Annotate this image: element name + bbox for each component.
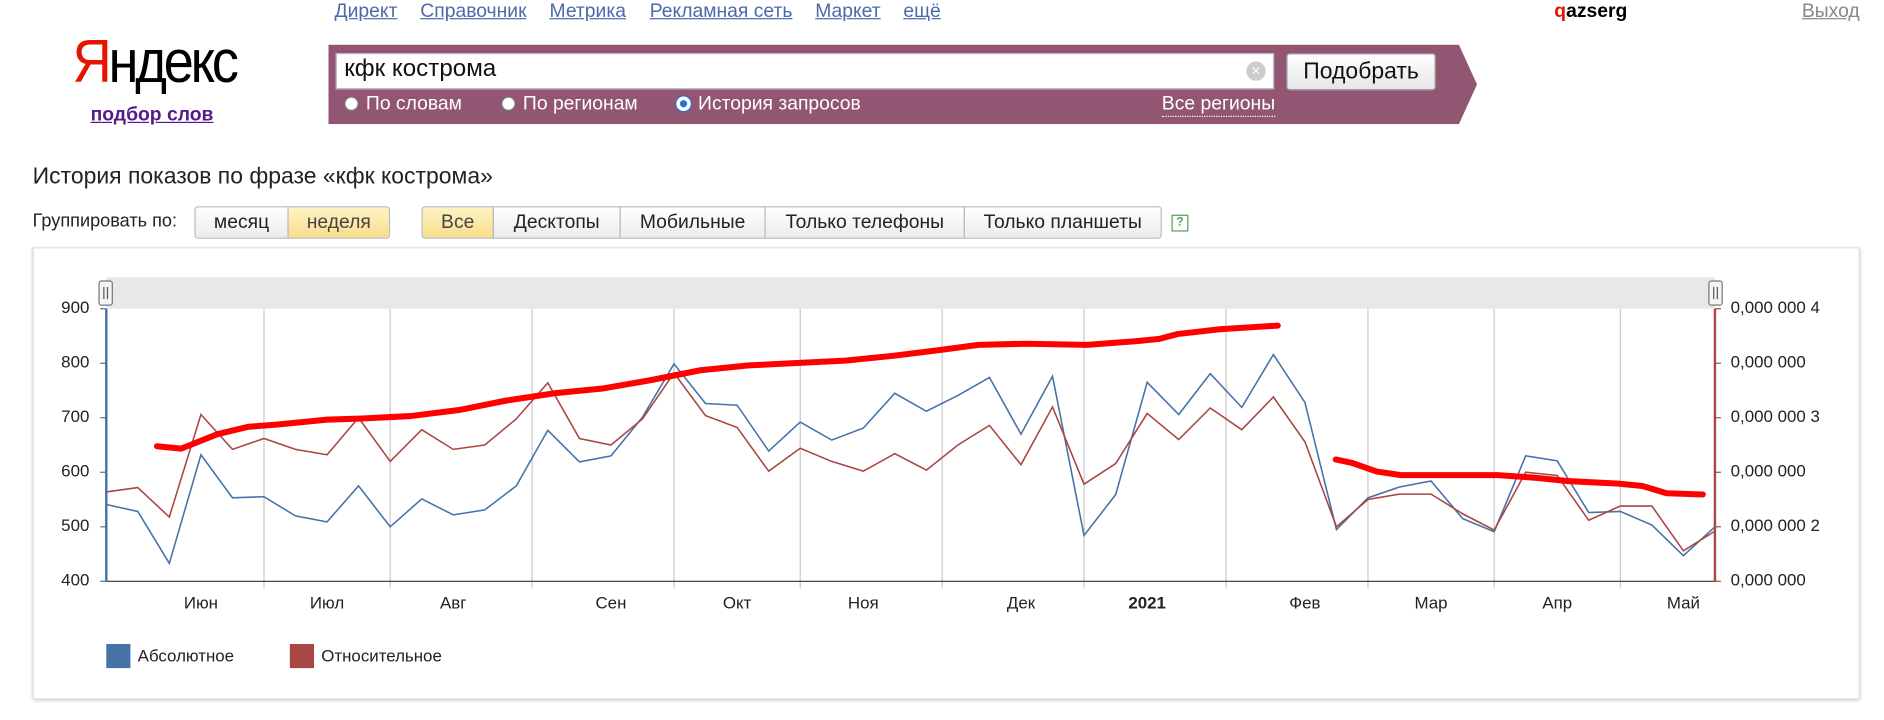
- device-button[interactable]: Десктопы: [492, 206, 621, 239]
- search-query[interactable]: кфк кострома: [344, 55, 497, 83]
- device-button[interactable]: Все: [421, 206, 494, 239]
- y2-tick-label: 0,000 000 2: [1731, 516, 1820, 535]
- device-button[interactable]: Только телефоны: [764, 206, 965, 239]
- group-button[interactable]: месяц: [194, 206, 289, 239]
- hand-drawn-annotation: [153, 322, 1706, 498]
- user-name[interactable]: qazserg: [1554, 1, 1628, 22]
- x-tick-label: Июл: [310, 594, 344, 613]
- nav-link[interactable]: ещё: [903, 1, 941, 22]
- logo-subtitle[interactable]: подбор слов: [90, 104, 214, 126]
- x-tick-label: Июн: [184, 594, 218, 613]
- x-tick-label: Сен: [595, 594, 626, 613]
- radio-label[interactable]: История запросов: [698, 94, 861, 115]
- legend-swatch: [106, 644, 131, 669]
- device-button[interactable]: Мобильные: [619, 206, 766, 239]
- handle-grip: [1713, 287, 1718, 300]
- search-input[interactable]: [335, 53, 1275, 90]
- x-tick-label: Мар: [1415, 594, 1448, 613]
- y2-tick-label: 0,000 000 3: [1731, 407, 1820, 426]
- y-tick-label: 600: [61, 462, 89, 481]
- y-tick-label: 900: [61, 298, 89, 317]
- logo[interactable]: Яндекс: [72, 27, 238, 96]
- y2-tick-label: 0,000 000: [1731, 353, 1806, 372]
- range-handle[interactable]: [1708, 280, 1723, 306]
- radio[interactable]: [676, 96, 691, 111]
- legend-swatch: [289, 644, 315, 669]
- range-bar[interactable]: [106, 277, 1715, 309]
- series-line: [106, 371, 1716, 552]
- nav-link[interactable]: Метрика: [549, 1, 626, 22]
- help-icon[interactable]: ?: [1171, 214, 1189, 232]
- x-tick-label: Окт: [723, 594, 752, 613]
- y2-tick-label: 0,000 000: [1731, 571, 1806, 590]
- radio-label[interactable]: По словам: [365, 94, 462, 115]
- series-line: [106, 353, 1716, 566]
- radio[interactable]: [344, 96, 359, 111]
- range-handle[interactable]: [98, 280, 113, 306]
- chart-box: [32, 247, 1860, 700]
- x-tick-label: 2021: [1128, 594, 1166, 613]
- x-tick-label: Ноя: [848, 594, 879, 613]
- y-tick-label: 500: [61, 516, 89, 535]
- y2-tick-label: 0,000 000: [1731, 462, 1806, 481]
- handle-grip: [103, 287, 109, 300]
- legend-label: Абсолютное: [138, 647, 234, 666]
- clear-icon[interactable]: ×: [1246, 61, 1266, 81]
- radio-label[interactable]: По регионам: [522, 94, 638, 115]
- group-button[interactable]: неделя: [287, 206, 391, 239]
- nav-link[interactable]: Маркет: [815, 1, 881, 22]
- x-tick-label: Апр: [1542, 594, 1572, 613]
- y-tick-label: 700: [61, 407, 89, 426]
- regions-link[interactable]: Все регионы: [1161, 94, 1276, 117]
- device-button[interactable]: Только планшеты: [963, 206, 1162, 239]
- y-tick-label: 400: [61, 571, 89, 590]
- y2-tick-label: 0,000 000 4: [1731, 298, 1820, 317]
- heading: История показов по фразе «кфк кострома»: [32, 164, 493, 190]
- y-tick-label: 800: [61, 353, 89, 372]
- group-label: Группировать по:: [32, 211, 178, 232]
- legend-label: Относительное: [321, 647, 442, 666]
- nav-link[interactable]: Директ: [334, 1, 398, 22]
- nav-link[interactable]: Рекламная сеть: [649, 1, 793, 22]
- x-tick-label: Дек: [1007, 594, 1036, 613]
- logout-link[interactable]: Выход: [1801, 1, 1860, 22]
- x-tick-label: Май: [1667, 594, 1700, 613]
- x-tick-label: Авг: [440, 594, 466, 613]
- search-button[interactable]: Подобрать: [1286, 53, 1436, 91]
- nav-link[interactable]: Справочник: [420, 1, 527, 22]
- radio[interactable]: [501, 96, 516, 111]
- x-tick-label: Фев: [1289, 594, 1320, 613]
